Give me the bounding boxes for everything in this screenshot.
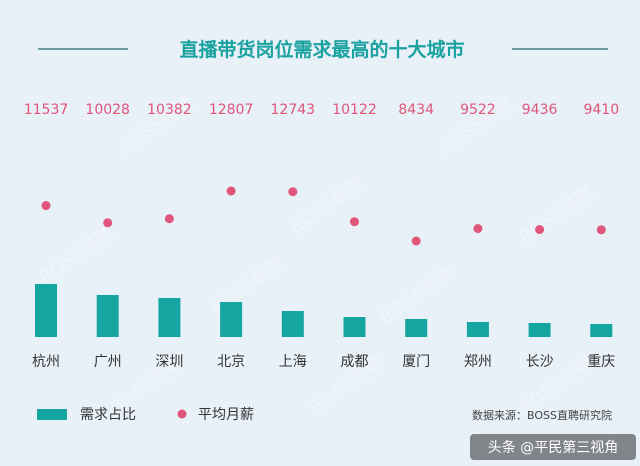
city-label: 厦门 <box>402 354 430 370</box>
demand-bar-郑州 <box>466 322 489 337</box>
city-label: 上海 <box>279 354 307 370</box>
city-label: 杭州 <box>32 354 60 370</box>
salary-value-label: 10382 <box>147 102 192 118</box>
demand-bar-group <box>35 284 613 337</box>
salary-dot-成都 <box>350 217 359 227</box>
city-label: 北京 <box>217 354 245 370</box>
legend-bar-swatch <box>37 409 67 420</box>
legend-bar-label: 需求占比 <box>80 407 136 423</box>
salary-value-label: 12743 <box>271 102 316 118</box>
salary-dot-广州 <box>103 218 113 228</box>
city-label: 深圳 <box>155 354 183 370</box>
watermark: 头条 @平民第三视角 <box>488 439 618 456</box>
city-label: 广州 <box>94 354 122 370</box>
demand-bar-广州 <box>96 295 119 337</box>
demand-bar-厦门 <box>405 319 428 337</box>
salary-label-group: 11537 10028 10382 12807 12743 10122 8434 9522 94… <box>24 102 619 118</box>
salary-value-label: 10122 <box>332 102 377 118</box>
salary-dot-长沙 <box>535 225 545 235</box>
faint-watermark-text: BOSS直聘 <box>206 252 288 318</box>
city-label-group: 杭州 广州 深圳 北京 上海 成都 厦门 郑州 长沙 重庆 <box>32 354 615 370</box>
salary-value-label: 12807 <box>209 102 254 118</box>
faint-watermark-text: BOSS直聘 <box>376 262 458 328</box>
demand-bar-北京 <box>220 302 243 337</box>
salary-value-label: 9410 <box>583 102 619 118</box>
legend-dot-label: 平均月薪 <box>198 407 254 423</box>
salary-value-label: 8434 <box>398 102 434 118</box>
faint-watermark-text: BOSS直聘 <box>36 222 118 288</box>
demand-bar-深圳 <box>158 298 181 337</box>
salary-value-label: 10028 <box>85 102 130 118</box>
salary-value-label: 9436 <box>522 102 558 118</box>
salary-dot-上海 <box>288 187 298 197</box>
salary-dot-北京 <box>226 186 236 196</box>
salary-dot-重庆 <box>596 225 606 235</box>
faint-watermark-text: BOSS直聘 <box>516 182 598 248</box>
legend-dot-swatch <box>177 409 187 419</box>
salary-dot-group <box>41 186 606 246</box>
city-label: 成都 <box>341 354 369 370</box>
salary-dot-杭州 <box>41 201 51 211</box>
city-label: 重庆 <box>587 354 615 370</box>
salary-dot-郑州 <box>473 224 483 234</box>
chart-title: 直播带货岗位需求最高的十大城市 <box>179 38 464 61</box>
salary-value-label: 9522 <box>460 102 496 118</box>
source-note: 数据来源：BOSS直聘研究院 <box>472 408 612 422</box>
salary-dot-厦门 <box>411 236 421 246</box>
city-label: 长沙 <box>526 354 554 370</box>
salary-dot-深圳 <box>164 214 174 224</box>
salary-value-label: 11537 <box>24 102 69 118</box>
demand-bar-重庆 <box>590 324 613 337</box>
demand-bar-杭州 <box>35 284 57 337</box>
demand-bar-成都 <box>343 317 366 337</box>
city-label: 郑州 <box>464 354 492 370</box>
demand-bar-长沙 <box>528 323 551 337</box>
faint-watermark-text: BOSS直聘 <box>286 172 368 238</box>
demand-bar-上海 <box>281 311 304 337</box>
watermark-background <box>470 434 636 460</box>
